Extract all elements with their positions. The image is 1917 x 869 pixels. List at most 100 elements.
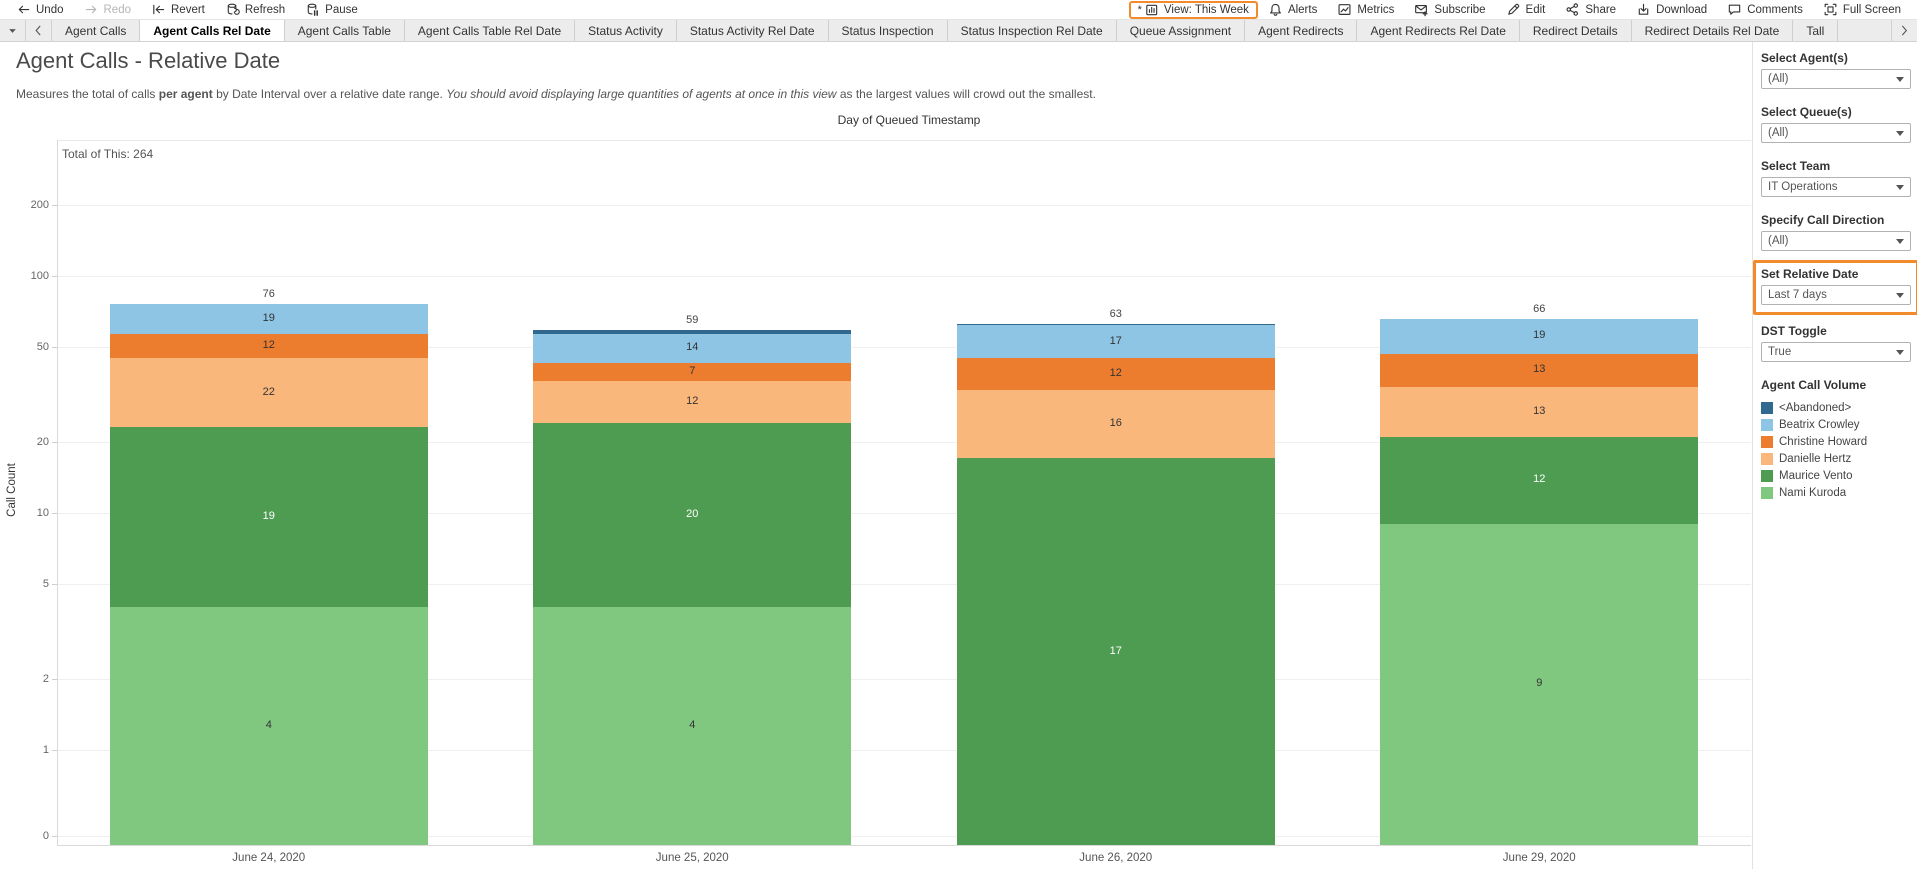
bar-segment-danielle-hertz[interactable] (109, 358, 428, 428)
subtitle-text: Measures the total of calls (16, 87, 159, 101)
sheet-tab-bar: Agent Calls Agent Calls Rel Date Agent Cal… (0, 20, 1917, 42)
bar-segment-value: 19 (262, 312, 275, 325)
filter-dropdown-select-agent-s[interactable]: (All) (1761, 69, 1911, 89)
chevron-down-icon (1896, 349, 1904, 355)
revert-icon (151, 2, 166, 17)
metrics-button[interactable]: Metrics (1327, 0, 1404, 19)
share-label: Share (1585, 3, 1617, 16)
tab-menu-button[interactable] (0, 20, 26, 41)
bar-segment-christine-howard[interactable] (109, 333, 428, 359)
filter-dropdown-specify-call-direction[interactable]: (All) (1761, 231, 1911, 251)
bar-segment-value: 12 (686, 395, 699, 408)
bar-segment-nami-kuroda[interactable] (109, 607, 428, 845)
download-button[interactable]: Download (1626, 0, 1717, 19)
tab-label: Status Activity Rel Date (689, 23, 815, 38)
subscribe-button[interactable]: Subscribe (1404, 0, 1495, 19)
tab-status-activity-rel-date[interactable]: Status Activity Rel Date (677, 20, 829, 41)
refresh-button[interactable]: Refresh (215, 0, 295, 19)
bar-segment-beatrix-crowley[interactable] (1380, 318, 1699, 354)
tab-agent-calls-table-rel-date[interactable]: Agent Calls Table Rel Date (405, 20, 576, 41)
filter-dropdown-select-team[interactable]: IT Operations (1761, 177, 1911, 197)
tab-agent-calls-rel-date[interactable]: Agent Calls Rel Date (140, 20, 285, 41)
download-label: Download (1656, 3, 1708, 16)
bar-segment-value: 17 (1109, 334, 1122, 347)
chevron-down-icon (1896, 292, 1904, 298)
tab-redirect-details-rel-date[interactable]: Redirect Details Rel Date (1632, 20, 1794, 41)
download-icon (1636, 2, 1651, 17)
legend-title: Agent Call Volume (1761, 378, 1867, 392)
bar-segment-abandoned[interactable] (956, 323, 1275, 326)
bar-segment-christine-howard[interactable] (533, 362, 852, 382)
axis-tick (52, 584, 57, 586)
bar-segment-danielle-hertz[interactable] (956, 390, 1275, 459)
bar-segment-christine-howard[interactable] (1380, 353, 1699, 388)
chevron-down-icon (1896, 130, 1904, 136)
edit-button[interactable]: Edit (1496, 0, 1556, 19)
tab-scroll-left-button[interactable] (26, 20, 52, 41)
legend-name: Nami Kuroda (1779, 486, 1847, 499)
y-tick-label: 2 (42, 672, 49, 685)
view-button[interactable]: * View: This Week (1128, 0, 1258, 19)
filter-label: DST Toggle (1761, 324, 1827, 338)
tab-label: Status Inspection (841, 23, 934, 38)
tab-status-inspection-rel-date[interactable]: Status Inspection Rel Date (948, 20, 1117, 41)
axis-tick (52, 204, 57, 206)
filter-label: Specify Call Direction (1761, 213, 1885, 227)
bar-segment-beatrix-crowley[interactable] (533, 333, 852, 363)
bar-segment-value: 12 (1533, 473, 1546, 486)
tab-redirect-details[interactable]: Redirect Details (1520, 20, 1632, 41)
tab-status-activity[interactable]: Status Activity (575, 20, 677, 41)
filter-label: Select Team (1761, 159, 1831, 173)
revert-label: Revert (171, 3, 205, 16)
tab-scroll-right-button[interactable] (1891, 20, 1917, 41)
share-button[interactable]: Share (1555, 0, 1626, 19)
bar-segment-maurice-vento[interactable] (109, 427, 428, 608)
page-subtitle: Measures the total of calls per agent by… (16, 87, 1096, 101)
bar-segment-abandoned[interactable] (533, 330, 852, 334)
edit-label: Edit (1525, 3, 1546, 16)
revert-button[interactable]: Revert (141, 0, 215, 19)
filter-list: Select Agent(s) (All) Select Queue(s) (All)… (1753, 51, 1917, 362)
tab-label: Status Inspection Rel Date (960, 23, 1103, 38)
filter-dropdown-set-relative-date[interactable]: Last 7 days (1761, 285, 1911, 305)
bar-segment-value: 13 (1533, 363, 1546, 376)
subtitle-bold-text: per agent (158, 87, 213, 101)
redo-button[interactable]: Redo (74, 0, 142, 19)
bar-segment-beatrix-crowley[interactable] (109, 304, 428, 334)
envelope-plus-icon (1414, 2, 1429, 17)
bar-segment-maurice-vento[interactable] (1380, 436, 1699, 524)
x-category-label: June 26, 2020 (1079, 852, 1153, 864)
tab-queue-assignment[interactable]: Queue Assignment (1117, 20, 1246, 41)
bar-segment-maurice-vento[interactable] (956, 458, 1275, 845)
legend-swatch (1761, 486, 1773, 499)
bar-segment-nami-kuroda[interactable] (533, 607, 852, 845)
bar-segment-danielle-hertz[interactable] (533, 381, 852, 423)
legend-item-nami-kuroda: Nami Kuroda (1761, 484, 1911, 501)
undo-button[interactable]: Undo (6, 0, 74, 19)
full-screen-button[interactable]: Full Screen (1813, 0, 1911, 19)
subtitle-text: as the largest values will crowd out the… (836, 87, 1096, 101)
bar-segment-maurice-vento[interactable] (533, 422, 852, 608)
filter-dropdown-select-queue-s[interactable]: (All) (1761, 123, 1911, 143)
filter-dst-toggle: DST Toggle True (1761, 324, 1911, 362)
pause-button[interactable]: Pause (295, 0, 368, 19)
tab-agent-calls[interactable]: Agent Calls (52, 20, 141, 41)
filter-dropdown-dst-toggle[interactable]: True (1761, 342, 1911, 362)
axis-tick (52, 836, 57, 837)
tab-agent-redirects[interactable]: Agent Redirects (1245, 20, 1358, 41)
undo-label: Undo (36, 3, 64, 16)
tab-label: Agent Calls Table (297, 23, 391, 38)
filter-label: Select Queue(s) (1761, 105, 1852, 119)
filter-sidebar: Select Agent(s) (All) Select Queue(s) (All)… (1752, 42, 1917, 869)
tab-agent-redirects-rel-date[interactable]: Agent Redirects Rel Date (1357, 20, 1520, 41)
tab-tall[interactable]: Tall (1793, 20, 1839, 41)
tab-status-inspection[interactable]: Status Inspection (829, 20, 948, 41)
bar-segment-danielle-hertz[interactable] (1380, 387, 1699, 437)
alerts-button[interactable]: Alerts (1258, 0, 1327, 19)
tab-agent-calls-table[interactable]: Agent Calls Table (285, 20, 405, 41)
bar-segment-christine-howard[interactable] (956, 358, 1275, 391)
comments-button[interactable]: Comments (1717, 0, 1813, 19)
bar-segment-beatrix-crowley[interactable] (956, 325, 1275, 359)
bar-segment-nami-kuroda[interactable] (1380, 523, 1699, 845)
metrics-icon (1337, 2, 1352, 17)
